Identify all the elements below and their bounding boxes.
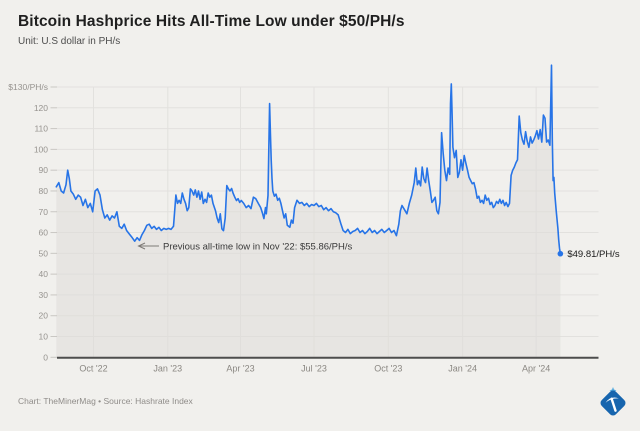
y-tick-label: 120: [34, 103, 48, 113]
x-tick-label: Jul '23: [301, 364, 327, 374]
y-tick-label: 20: [39, 311, 49, 321]
chart-credit: Chart: TheMinerMag • Source: Hashrate In…: [18, 396, 193, 406]
chart-title: Bitcoin Hashprice Hits All-Time Low unde…: [18, 13, 405, 30]
y-tick-label: 90: [39, 165, 49, 175]
y-tick-label: 40: [39, 269, 49, 279]
pickaxe-icon: [605, 397, 619, 412]
y-tick-label: 60: [39, 228, 49, 238]
y-tick-label: 110: [34, 124, 48, 134]
y-tick-label: 50: [39, 248, 49, 258]
chart-subtitle: Unit: U.S dollar in PH/s: [18, 36, 121, 47]
area-fill: [56, 65, 561, 358]
x-tick-label: Oct '22: [79, 364, 107, 374]
y-tick-label: 10: [39, 332, 49, 342]
x-tick-label: Apr '24: [522, 364, 550, 374]
y-tick-label: 0: [43, 352, 48, 362]
y-tick-label: 70: [39, 207, 49, 217]
logo-sparkle-icon: [609, 387, 617, 394]
latest-point-marker: [557, 250, 564, 257]
y-tick-label: 80: [39, 186, 49, 196]
x-tick-label: Apr '23: [226, 364, 254, 374]
x-tick-label: Oct '23: [374, 364, 402, 374]
y-tick-label: 30: [39, 290, 49, 300]
annotation-arrow-head: [137, 242, 146, 250]
x-tick-label: Jan '23: [153, 364, 182, 374]
y-tick-label: 100: [34, 144, 48, 154]
hashprice-line: [55, 64, 562, 255]
x-tick-label: Jan '24: [448, 364, 477, 374]
latest-value-label: $49.81/PH/s: [567, 249, 620, 260]
annotation-previous-low-text: Previous all-time low in Nov '22: $55.86…: [163, 242, 353, 253]
theminermag-logo[interactable]: [595, 380, 635, 424]
annotation-previous-low: Previous all-time low in Nov '22: $55.86…: [137, 242, 353, 253]
x-axis-labels: Oct '22 Jan '23 Apr '23 Jul '23 Oct '23 Jan '…: [79, 364, 550, 374]
y-tick-label: $130/PH/s: [8, 82, 48, 92]
